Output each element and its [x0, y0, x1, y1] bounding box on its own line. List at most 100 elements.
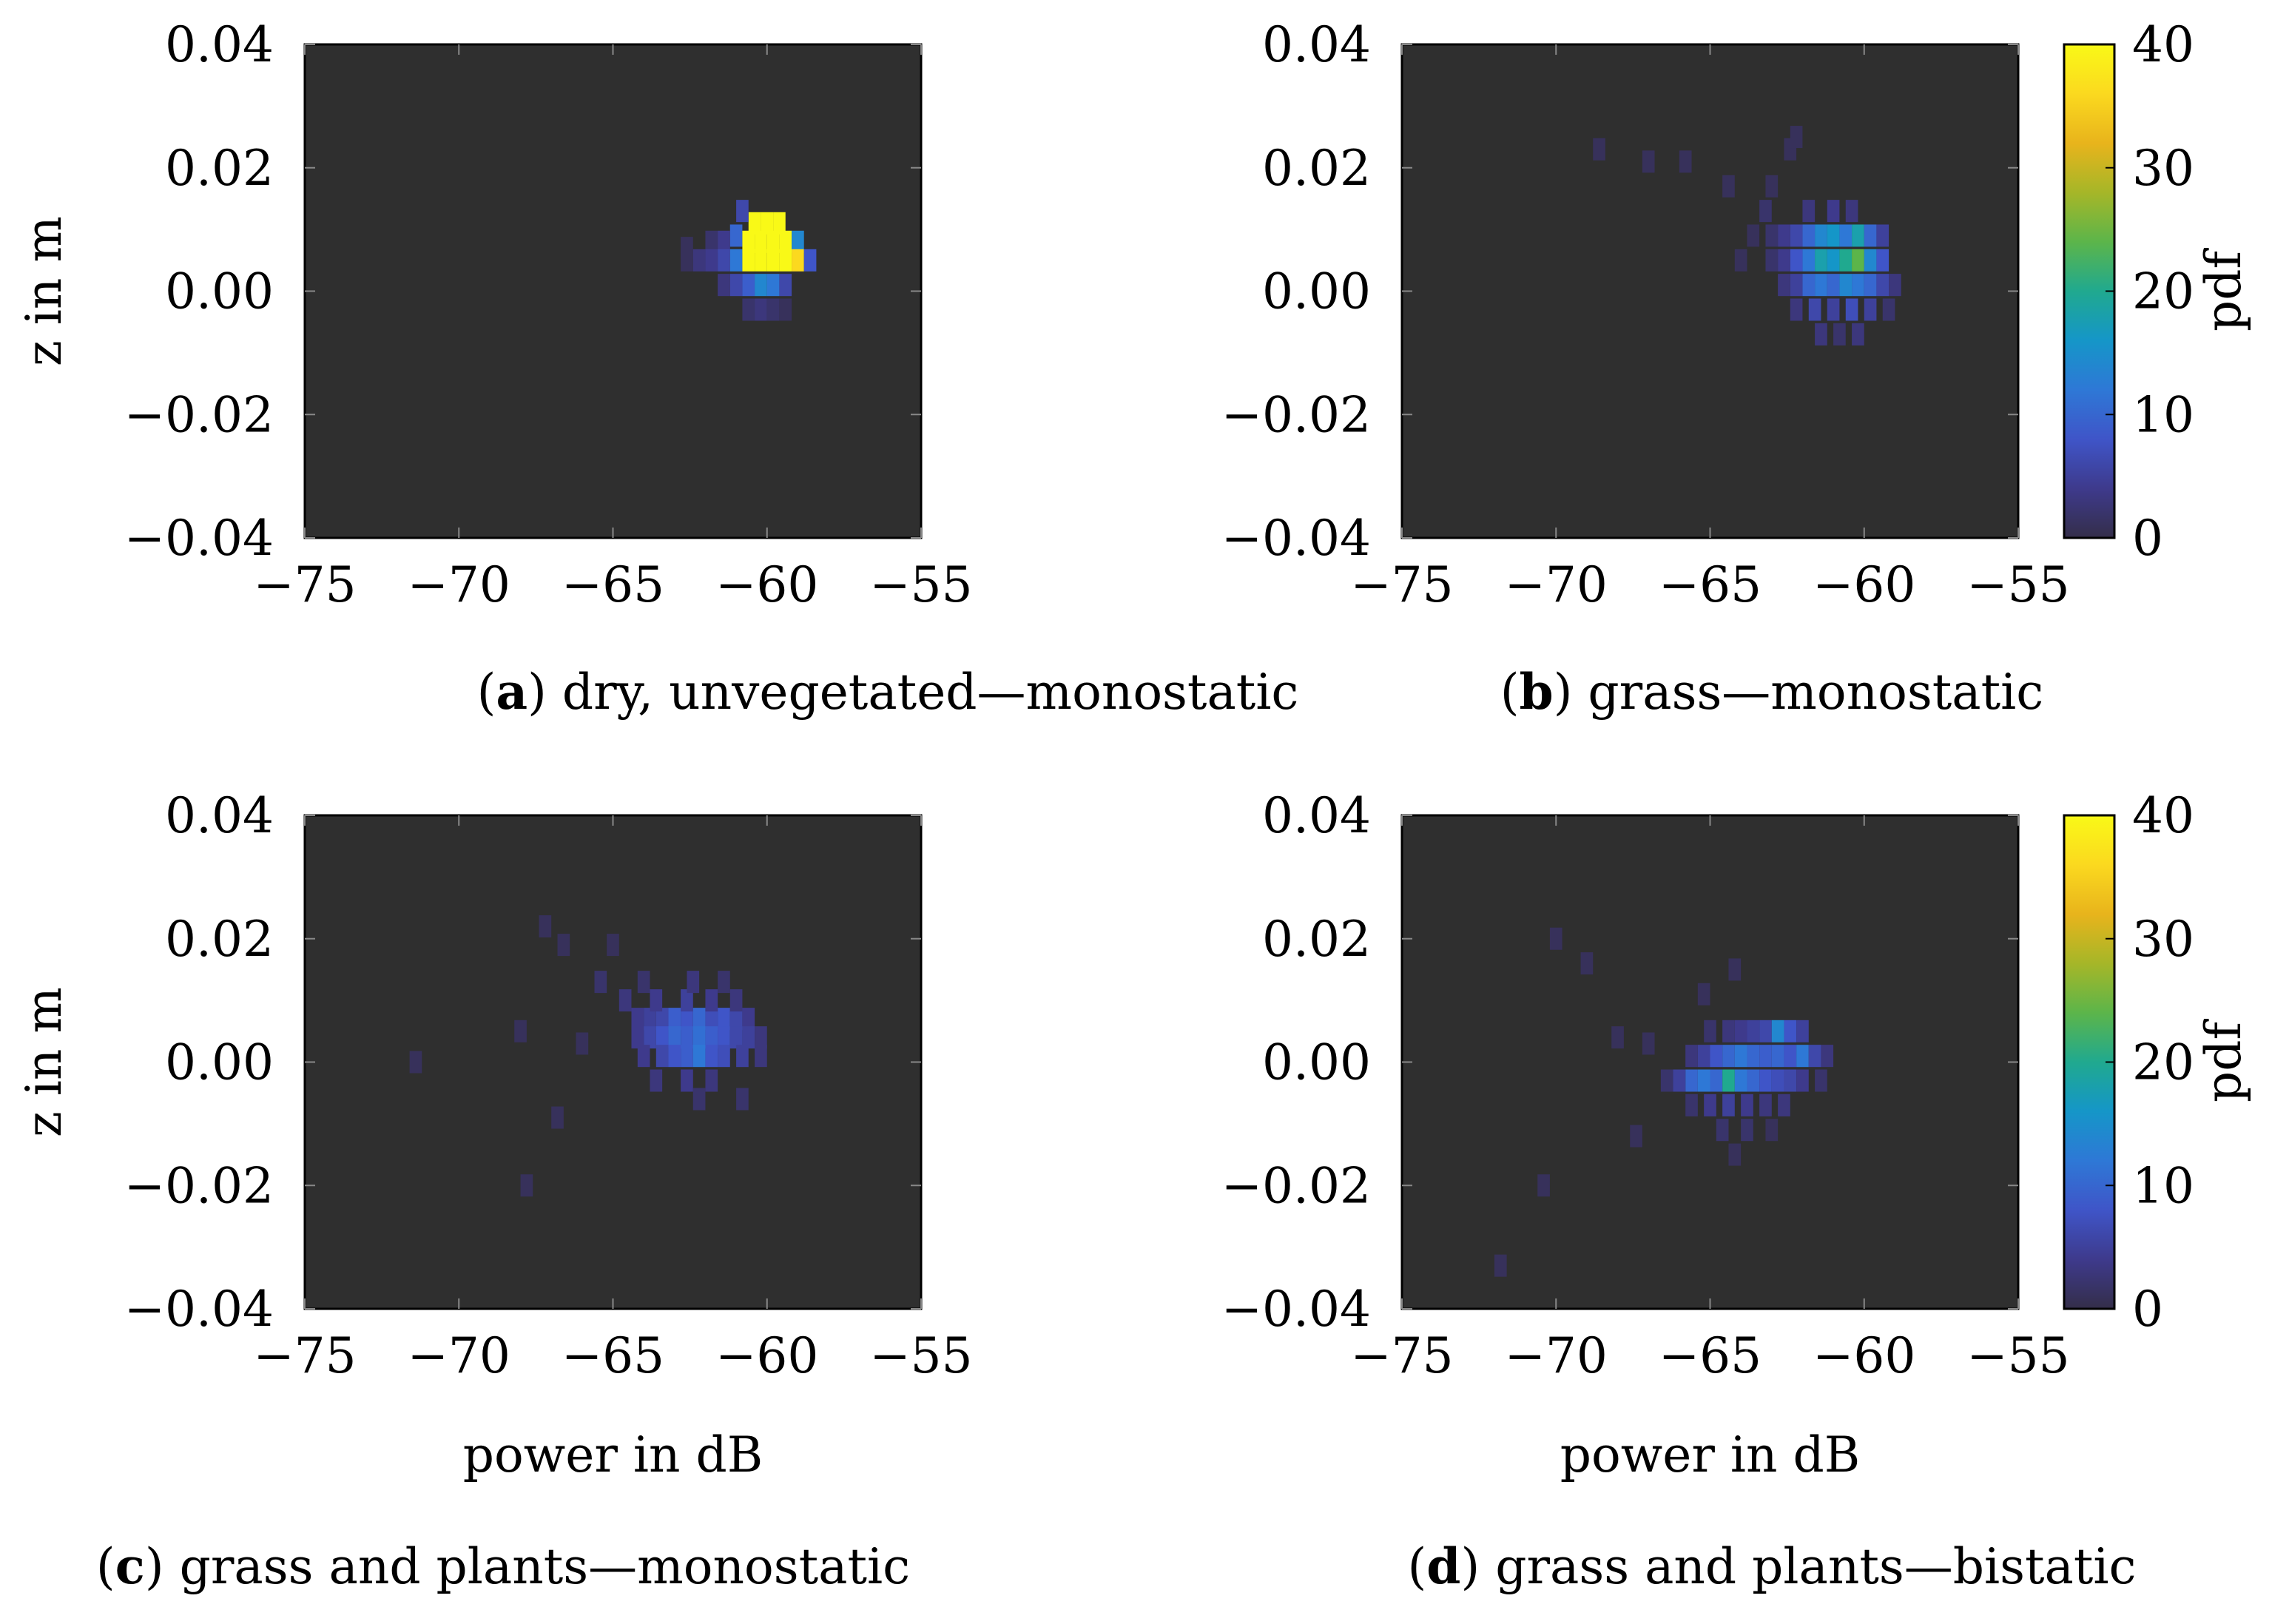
heatmap-cell — [1722, 175, 1735, 198]
x-tick-label: −55 — [1966, 556, 2069, 613]
caption-b-text: grass—monostatic — [1588, 664, 2044, 721]
heatmap-cell — [1759, 1094, 1772, 1116]
colorbar: 40 30 20 10 0 pdf — [2063, 787, 2252, 1338]
heatmap-cell — [1771, 1020, 1784, 1042]
heatmap-cell — [729, 1026, 743, 1049]
heatmap-cell — [748, 212, 761, 235]
heatmap-cell — [779, 230, 792, 253]
heatmap-cell — [1864, 298, 1877, 321]
heatmap-cell — [668, 1008, 681, 1031]
x-tick-label: −65 — [1659, 556, 1762, 613]
x-tick-label: −70 — [408, 1327, 510, 1384]
heatmap-cell — [766, 249, 780, 272]
heatmap-cell — [594, 971, 607, 994]
y-tick-label: 0.00 — [1262, 1034, 1371, 1091]
heatmap-cell — [742, 298, 755, 321]
colorbar-label: pdf — [2195, 247, 2252, 331]
caption-d-letter: d — [1426, 1537, 1461, 1595]
y-tick-label: −0.02 — [1221, 386, 1371, 443]
heatmap-cell — [1697, 1069, 1710, 1092]
heatmap-cell — [1802, 224, 1816, 247]
heatmap-cell — [1771, 1069, 1784, 1092]
y-axis-label: z in m — [16, 216, 73, 366]
heatmap-cell — [718, 230, 730, 253]
heatmap-cell — [1494, 1254, 1507, 1277]
x-tick-label: −60 — [715, 556, 818, 613]
heatmap-cell — [692, 1026, 706, 1049]
heatmap-cell — [1697, 983, 1710, 1005]
heatmap-cell — [1876, 224, 1889, 247]
heatmap-cell — [520, 1174, 533, 1197]
heatmap-cell — [1734, 1069, 1747, 1092]
y-tick-label: −0.04 — [124, 510, 274, 567]
x-tick-label: −75 — [1350, 556, 1453, 613]
heatmap-cell — [1741, 1119, 1753, 1142]
x-tick-label: −70 — [408, 556, 510, 613]
y-tick-label: 0.02 — [1262, 140, 1371, 197]
heatmap-cell — [1833, 323, 1846, 346]
caption-b: (b) grass—monostatic — [1500, 663, 2044, 721]
colorbar-tick-label: 0 — [2132, 510, 2163, 567]
colorbar-tick-label: 40 — [2132, 16, 2194, 73]
heatmap-cell — [1882, 298, 1895, 321]
heatmap-cell — [1808, 1045, 1821, 1068]
heatmap-cell — [705, 1008, 718, 1031]
y-tick-label: −0.04 — [124, 1281, 274, 1338]
colorbar-tick-label: 30 — [2132, 140, 2194, 197]
x-tick-label: −55 — [869, 1327, 972, 1384]
heatmap-cell — [1728, 1143, 1742, 1166]
y-tick-label: 0.02 — [165, 140, 274, 197]
heatmap-cell — [1734, 1020, 1747, 1042]
x-axis-label: power in dB — [463, 1426, 763, 1483]
y-tick-label: 0.04 — [165, 787, 274, 844]
plot-area — [1402, 44, 2018, 538]
heatmap-cell — [792, 249, 804, 272]
heatmap-cell — [1642, 150, 1655, 173]
heatmap-cell — [644, 1026, 656, 1049]
heatmap-cell — [1710, 1045, 1723, 1068]
heatmap-cell — [1815, 274, 1827, 297]
heatmap-cell — [1765, 249, 1779, 272]
heatmap-cell — [736, 1088, 749, 1111]
heatmap-cell — [718, 249, 730, 272]
heatmap-cell — [1765, 1119, 1779, 1142]
heatmap-cell — [681, 1069, 693, 1092]
y-tick-label: −0.02 — [124, 1157, 274, 1214]
x-tick-label: −75 — [253, 556, 356, 613]
heatmap-cell — [705, 230, 718, 253]
heatmap-cell — [1864, 274, 1877, 297]
heatmap-cell — [1790, 274, 1803, 297]
heatmap-cell — [803, 249, 817, 272]
heatmap-cell — [1876, 274, 1889, 297]
x-tick-label: −55 — [1966, 1327, 2069, 1384]
colorbar-label: pdf — [2195, 1018, 2252, 1102]
caption-c-letter: c — [115, 1537, 145, 1595]
heatmap-cell — [1827, 249, 1840, 272]
heatmap-cell — [742, 1026, 755, 1049]
x-tick-label: −65 — [1659, 1327, 1762, 1384]
heatmap-cell — [1611, 1026, 1624, 1049]
heatmap-cell — [655, 1045, 669, 1068]
heatmap-cell — [576, 1032, 589, 1055]
x-tick-label: −55 — [869, 556, 972, 613]
y-tick-label: 0.04 — [1262, 787, 1371, 844]
x-tick-label: −70 — [1505, 556, 1608, 613]
heatmap-cell — [705, 249, 718, 272]
plot-area — [305, 815, 921, 1309]
heatmap-cell — [1845, 298, 1858, 321]
heatmap-cell — [1827, 224, 1840, 247]
caption-b-letter: b — [1519, 663, 1554, 721]
colorbar-tick-label: 20 — [2132, 1034, 2194, 1091]
x-tick-label: −75 — [253, 1327, 356, 1384]
heatmap-cell — [729, 1008, 743, 1031]
heatmap-cell — [1593, 138, 1605, 161]
x-tick-label: −65 — [562, 1327, 664, 1384]
heatmap-cell — [766, 298, 780, 321]
heatmap-cell — [718, 1045, 730, 1068]
x-tick-label: −60 — [715, 1327, 818, 1384]
heatmap-cell — [705, 1026, 718, 1049]
heatmap-cell — [1747, 1020, 1760, 1042]
heatmap-cell — [1747, 224, 1760, 247]
heatmap-cell — [736, 200, 749, 223]
panel-c: −75 −70 −65 −60 −55 0.04 0.02 0.00 −0.02 −0.04 z i… — [16, 787, 973, 1483]
